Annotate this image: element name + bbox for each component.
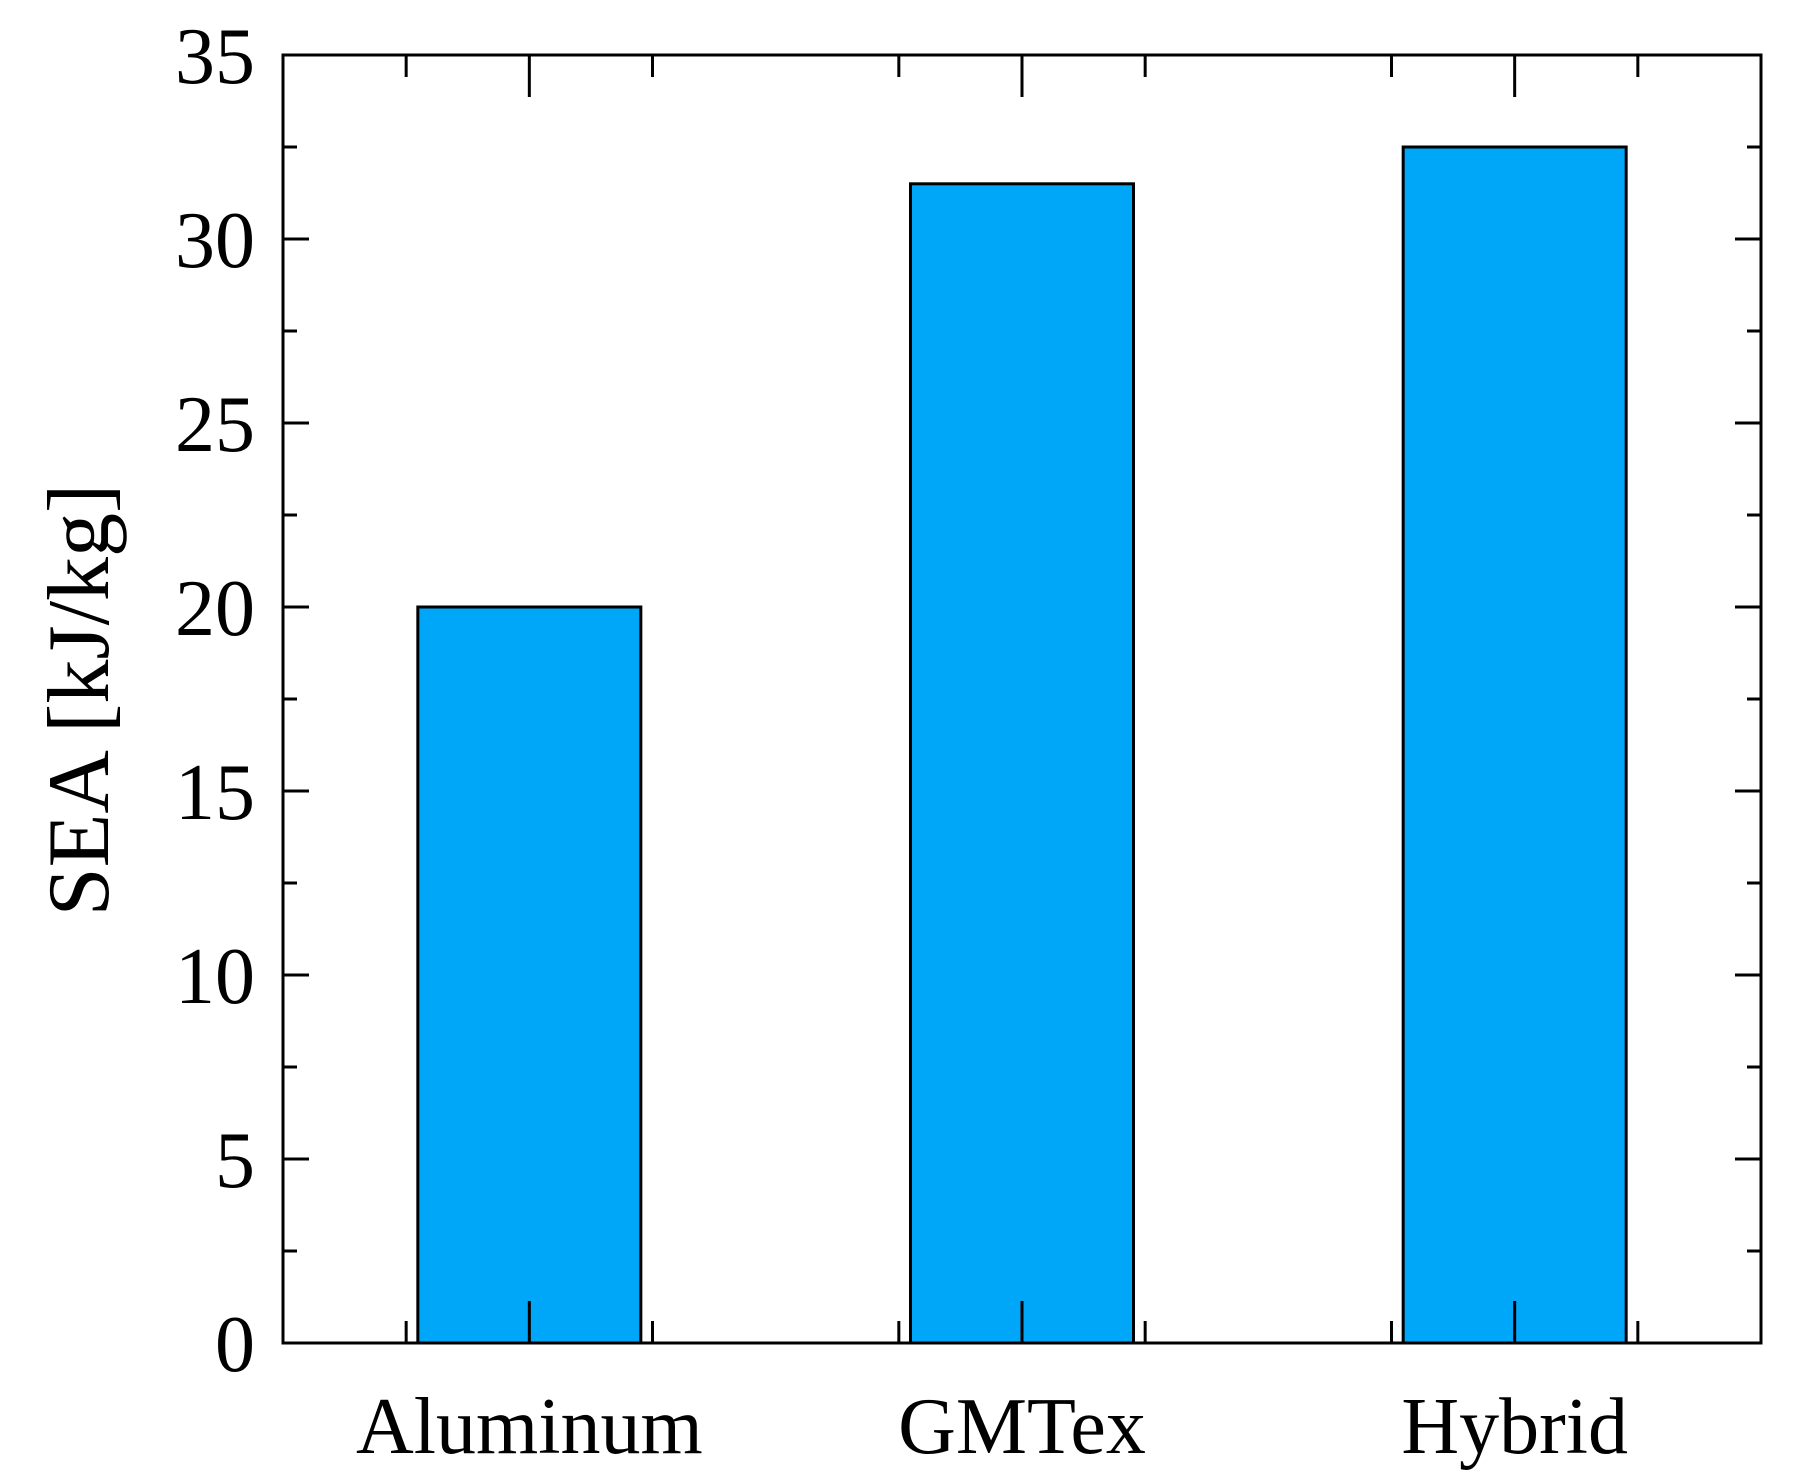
y-tick-label: 25 bbox=[175, 381, 255, 469]
bar-gmtex bbox=[909, 182, 1135, 1345]
y-tick-label: 5 bbox=[215, 1117, 255, 1205]
bar-hybrid bbox=[1401, 145, 1628, 1345]
y-tick-label: 10 bbox=[175, 933, 255, 1021]
x-tick-labels: Aluminum GMTex Hybrid bbox=[356, 1383, 1628, 1471]
y-tick-label: 30 bbox=[175, 197, 255, 285]
y-tick-label: 15 bbox=[175, 749, 255, 837]
x-tick-label-hybrid: Hybrid bbox=[1401, 1383, 1628, 1471]
y-tick-label: 35 bbox=[175, 13, 255, 101]
x-tick-label-gmtex: GMTex bbox=[898, 1383, 1146, 1471]
y-tick-label: 0 bbox=[215, 1301, 255, 1389]
y-axis-label: SEA [kJ/kg] bbox=[31, 484, 128, 917]
plot-frame bbox=[281, 53, 1763, 1345]
bar-aluminum bbox=[416, 605, 643, 1345]
ticks-layer bbox=[283, 53, 1761, 1345]
x-tick-label-aluminum: Aluminum bbox=[356, 1383, 703, 1471]
y-tick-labels: 0 5 10 15 20 25 30 35 bbox=[175, 13, 255, 1389]
y-tick-label: 20 bbox=[175, 565, 255, 653]
bars-layer bbox=[416, 145, 1628, 1345]
